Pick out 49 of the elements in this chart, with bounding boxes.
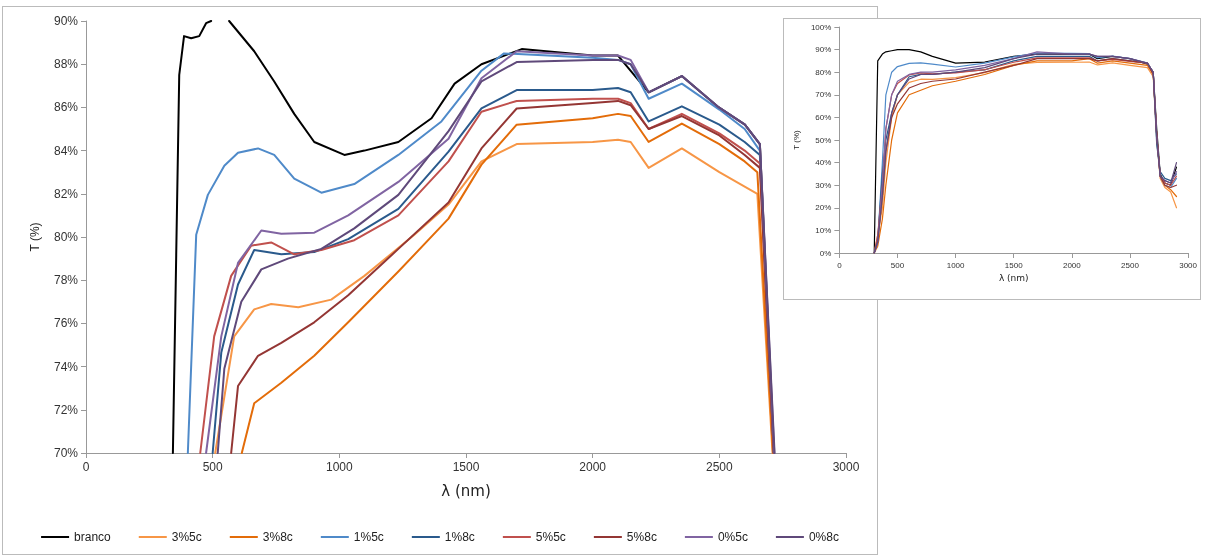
y-tick-label: 40% bbox=[815, 158, 832, 168]
x-axis-title: λ (nm) bbox=[998, 273, 1029, 284]
y-tick-label: 50% bbox=[815, 135, 832, 145]
y-tick-label: 72% bbox=[53, 402, 79, 417]
x-axis-title: λ (nm) bbox=[441, 481, 491, 500]
legend-label: 1%5c bbox=[353, 530, 384, 544]
x-tick-label: 2500 bbox=[705, 460, 733, 474]
y-tick-label: 74% bbox=[53, 359, 79, 374]
x-tick-label: 500 bbox=[890, 260, 905, 270]
y-tick-label: 20% bbox=[815, 203, 832, 213]
x-tick-label: 0 bbox=[82, 460, 90, 474]
x-tick-label: 2000 bbox=[1062, 260, 1082, 270]
y-tick-label: 82% bbox=[53, 186, 79, 201]
y-tick-label: 60% bbox=[815, 112, 832, 122]
x-tick-label: 1000 bbox=[325, 460, 353, 474]
x-tick-label: 1500 bbox=[452, 460, 480, 474]
y-axis-title: T (%) bbox=[28, 222, 42, 252]
legend-label: 0%5c bbox=[717, 530, 748, 544]
x-tick-label: 0 bbox=[837, 260, 843, 270]
x-tick-label: 500 bbox=[202, 460, 223, 474]
x-tick-label: 1000 bbox=[946, 260, 966, 270]
x-tick-label: 1500 bbox=[1004, 260, 1024, 270]
y-tick-label: 70% bbox=[53, 446, 79, 460]
legend-label: branco bbox=[74, 530, 112, 544]
legend-label: 5%8c bbox=[626, 530, 657, 544]
y-axis-title: T (%) bbox=[791, 129, 801, 150]
legend-label: 3%8c bbox=[262, 530, 293, 544]
y-tick-label: 70% bbox=[815, 90, 832, 100]
y-tick-label: 30% bbox=[815, 180, 832, 190]
y-tick-label: 100% bbox=[810, 22, 832, 32]
y-tick-label: 80% bbox=[815, 67, 832, 77]
legend-label: 0%8c bbox=[808, 530, 839, 544]
y-tick-label: 88% bbox=[53, 57, 79, 72]
y-tick-label: 90% bbox=[815, 45, 832, 55]
x-tick-label: 2500 bbox=[1121, 260, 1140, 270]
legend-label: 1%8c bbox=[444, 530, 475, 544]
legend-label: 5%5c bbox=[535, 530, 566, 544]
legend-label: 3%5c bbox=[171, 530, 202, 544]
y-tick-label: 84% bbox=[53, 143, 79, 158]
y-tick-label: 76% bbox=[53, 316, 79, 331]
y-tick-label: 80% bbox=[53, 230, 79, 244]
y-tick-label: 78% bbox=[53, 273, 79, 288]
y-tick-label: 0% bbox=[819, 248, 832, 258]
x-tick-label: 2000 bbox=[579, 460, 607, 474]
x-tick-label: 3000 bbox=[1179, 260, 1198, 270]
x-tick-label: 3000 bbox=[832, 460, 860, 474]
y-tick-label: 10% bbox=[815, 225, 832, 235]
y-tick-label: 86% bbox=[53, 100, 79, 115]
y-tick-label: 90% bbox=[53, 14, 79, 28]
